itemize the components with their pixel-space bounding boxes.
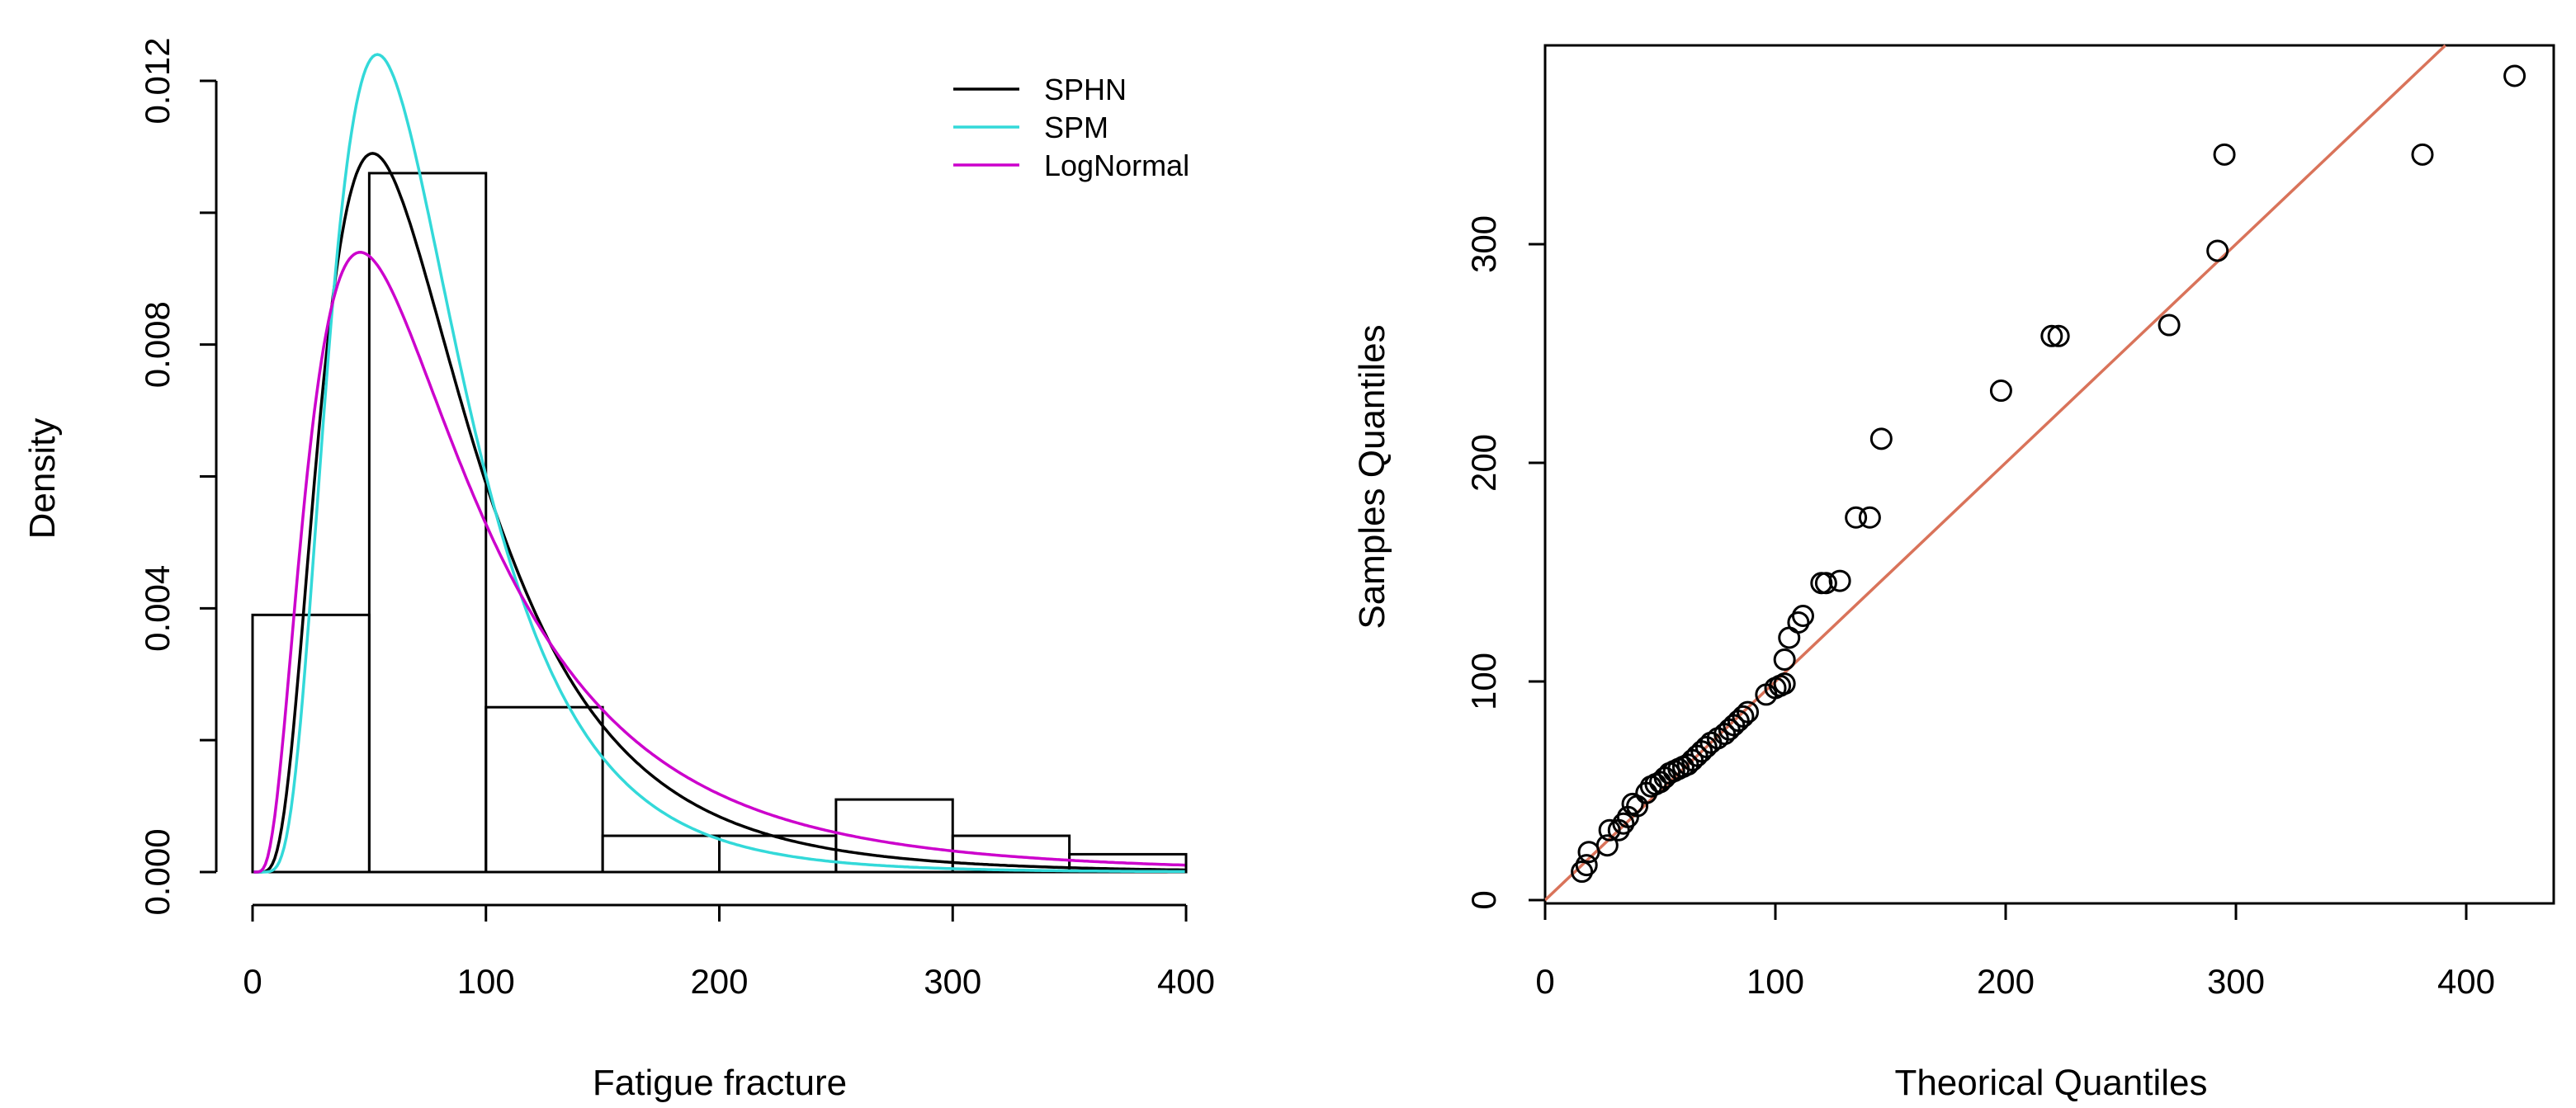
density-curves [253,53,1185,874]
qq-point [2213,143,2236,166]
x-tick-label: 300 [924,962,981,1001]
legend-label: SPM [1044,111,1108,144]
y-tick-label: 100 [1464,653,1503,710]
qq-point [1773,672,1796,695]
qq-point [1571,860,1594,884]
x-tick-label: 100 [1746,962,1804,1001]
x-axis: 0 100 200 300 400 [243,903,1215,1001]
qq-point [1828,569,1851,592]
y-tick-label: 0.012 [138,37,177,124]
sample-points [1571,64,2526,884]
qq-point [1869,427,1893,450]
qq-point [1598,818,1621,842]
qq-point [1787,611,1810,634]
qq-point [1989,380,2012,403]
y-tick-label: 200 [1464,434,1503,492]
y-tick-label: 0.008 [138,301,177,388]
plot-frame [1543,44,2555,905]
legend-label: SPHN [1044,73,1127,106]
y-axis: 0.000 0.004 0.008 0.012 [138,37,218,916]
x-axis: 0 100 200 300 400 [1535,903,2495,1001]
histogram-bar [601,834,721,874]
qq-point [2411,143,2434,166]
histogram-bar [251,613,371,874]
qq-point [2047,324,2070,347]
y-tick-label: 300 [1464,215,1503,273]
qq-point [1773,648,1796,671]
x-tick-label: 100 [457,962,515,1001]
legend: SPHN SPM LogNormal [953,73,1189,182]
qq-point [2158,314,2181,337]
density-curve-sphn [253,152,1185,874]
qq-point [1595,834,1619,857]
x-tick-label: 0 [1535,962,1554,1001]
y-tick-label: 0 [1464,890,1503,909]
qq-point [2503,64,2526,87]
qq-point [2040,324,2063,347]
density-curve-lognormal [253,251,1185,874]
qq-point [1845,506,1868,529]
y-tick-label: 0.000 [138,828,177,915]
qq-point [1791,605,1814,627]
qq-point [1858,506,1881,529]
qq-point [1732,705,1755,728]
x-axis-title: Fatigue fracture [593,1063,847,1103]
x-tick-label: 300 [2207,962,2265,1001]
y-axis-title: Density [22,418,63,540]
x-tick-label: 400 [2437,962,2495,1001]
x-tick-label: 400 [1157,962,1215,1001]
qq-point [1612,812,1635,835]
y-tick-label: 0.004 [138,565,177,652]
histogram-bar [484,705,604,874]
qq-point [1737,700,1760,724]
qq-point [1810,572,1833,595]
density-curve-spm [253,53,1185,874]
x-axis-title: Theorical Quantiles [1894,1063,2207,1103]
qq-point [1814,572,1837,595]
x-tick-label: 200 [1977,962,2035,1001]
qq-point [2206,239,2229,262]
qq-plot-panel: 0 100 200 300 400 0 100 200 300 Theorical Quant… [1352,44,2555,1103]
legend-label: LogNormal [1044,149,1189,182]
histogram-bars [251,172,1188,874]
y-axis-title: Samples Quantiles [1352,324,1392,629]
qq-point [1575,854,1598,877]
y-axis: 0 100 200 300 [1464,215,1545,910]
x-tick-label: 0 [243,962,262,1001]
histogram-panel: 0 100 200 300 400 0.000 0.004 0.008 0.012 Fatig… [22,37,1215,1103]
x-tick-label: 200 [690,962,748,1001]
